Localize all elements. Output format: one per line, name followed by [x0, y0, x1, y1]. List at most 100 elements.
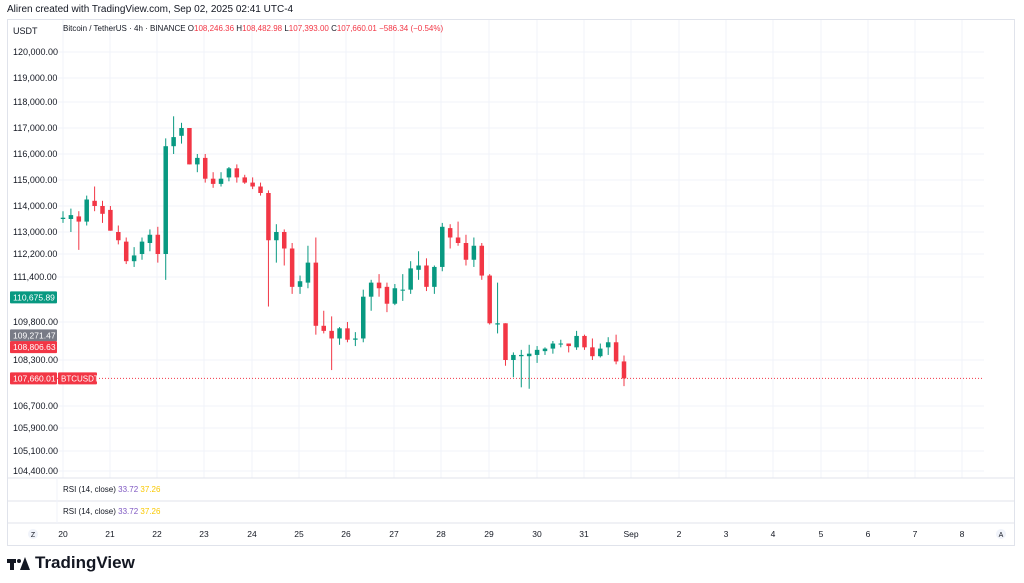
price-badge: [10, 329, 57, 342]
tradingview-logo-icon: [7, 554, 31, 572]
price-badge: [10, 372, 57, 385]
rsi-value-2: 37.26: [140, 485, 161, 494]
candle-body: [511, 354, 516, 360]
ohlc-change: −586.34 (−0.54%): [379, 24, 443, 33]
rsi-value-2: 37.26: [140, 507, 161, 516]
symbol-label: Bitcoin / TetherUS · 4h · BINANCE: [63, 24, 188, 33]
candle-body: [329, 330, 334, 339]
ohlc-h-label: H: [236, 24, 242, 33]
x-tick-label: 20: [58, 529, 68, 539]
candle-body: [495, 323, 500, 325]
ohlc-l-value: 107,393.00: [289, 24, 331, 33]
x-tick-label: 23: [199, 529, 209, 539]
candle-body: [163, 146, 168, 254]
x-tick-label: 6: [866, 529, 871, 539]
candle-body: [226, 168, 232, 178]
candle-body: [605, 342, 611, 348]
candle-body: [566, 343, 571, 347]
x-tick-label: 28: [436, 529, 446, 539]
candle-body: [392, 288, 398, 304]
x-tick-label: Sep: [623, 529, 638, 539]
price-badge-label: 107,660.01: [13, 373, 56, 383]
candle-body: [463, 243, 469, 260]
candle-body: [408, 268, 413, 290]
chart-frame[interactable]: [7, 19, 1015, 546]
x-tick-label: 3: [724, 529, 729, 539]
candle-body: [187, 128, 192, 165]
candle-body: [416, 265, 421, 270]
candle-body: [258, 186, 263, 193]
price-badge: [10, 291, 57, 304]
candle-body: [479, 245, 485, 276]
y-tick-label: 111,400.00: [13, 272, 57, 282]
candle-body: [76, 216, 82, 222]
symbol-ohlc-line: Bitcoin / TetherUS · 4h · BINANCE O108,2…: [63, 24, 443, 33]
candle-body: [447, 228, 453, 238]
price-badge-label: 109,271.47: [13, 330, 56, 340]
rsi-label: RSI (14, close) 33.72 37.26: [63, 507, 161, 516]
created-header: Aliren created with TradingView.com, Sep…: [7, 4, 294, 15]
y-tick-label: 109,800.00: [13, 317, 58, 327]
x-tick-label: 24: [247, 529, 257, 539]
candle-body: [542, 348, 548, 352]
candle-body: [376, 282, 382, 289]
ohlc-c-value: 107,660.01: [337, 24, 379, 33]
x-tick-label: 21: [105, 529, 115, 539]
y-tick-label: 112,200.00: [13, 249, 57, 259]
candle-body: [613, 342, 619, 362]
y-tick-label: 115,000.00: [13, 175, 57, 185]
auto-scale-button-icon: [996, 529, 1006, 539]
x-tick-label: 7: [913, 529, 918, 539]
candle-body: [526, 353, 532, 357]
candle-body: [550, 343, 556, 349]
y-tick-label: 120,000.00: [13, 47, 58, 57]
x-tick-label: 5: [819, 529, 824, 539]
ohlc-c-label: C: [331, 24, 337, 33]
candle-body: [123, 241, 129, 262]
zoom-button-label: Z: [31, 532, 36, 539]
zoom-button-icon: [28, 529, 38, 539]
candlestick-chart[interactable]: 120,000.00 119,000.00 118,000.00 117,000.00…: [0, 0, 1024, 550]
price-badge-label: 108,806.63: [13, 342, 56, 352]
candle-body: [455, 237, 461, 243]
candle-body: [440, 226, 445, 267]
currency-label: USDT: [13, 26, 38, 36]
candle-body: [384, 286, 390, 304]
candle-body: [582, 335, 587, 348]
candle-body: [590, 347, 595, 357]
tradingview-logo[interactable]: TradingView: [7, 553, 135, 573]
price-badge: [10, 341, 57, 354]
y-tick-label: 106,700.00: [13, 401, 58, 411]
ohlc-o-value: 108,246.36: [194, 24, 236, 33]
x-tick-label: 27: [389, 529, 399, 539]
candle-body: [234, 168, 240, 178]
price-badge-label: 110,675.89: [13, 292, 55, 302]
y-tick-label: 105,100.00: [13, 446, 58, 456]
x-tick-label: 31: [579, 529, 589, 539]
symbol-badge-label: BTCUSDT: [61, 374, 99, 383]
candle-body: [297, 281, 303, 287]
y-tick-label: 104,400.00: [13, 466, 58, 476]
candle-body: [155, 234, 161, 254]
auto-scale-button-label: A: [999, 532, 1004, 539]
y-tick-label: 119,000.00: [13, 73, 57, 83]
rsi-title: RSI (14, close): [63, 507, 118, 516]
candle-body: [179, 128, 184, 136]
candle-body: [218, 178, 224, 184]
ohlc-o-label: O: [188, 24, 194, 33]
candle-body: [353, 338, 358, 340]
candle-body: [519, 354, 524, 357]
x-tick-label: 8: [960, 529, 965, 539]
candle-body: [171, 137, 176, 147]
x-tick-label: 2: [677, 529, 682, 539]
y-tick-label: 114,000.00: [13, 201, 57, 211]
candle-body: [116, 232, 121, 241]
rsi-label: RSI (14, close) 33.72 37.26: [63, 485, 161, 494]
candle-body: [368, 282, 374, 297]
candle-body: [321, 325, 326, 331]
candle-body: [202, 157, 208, 179]
candle-body: [313, 262, 319, 326]
rsi-title: RSI (14, close): [63, 485, 118, 494]
candle-body: [147, 234, 153, 243]
candle-body: [345, 328, 350, 340]
